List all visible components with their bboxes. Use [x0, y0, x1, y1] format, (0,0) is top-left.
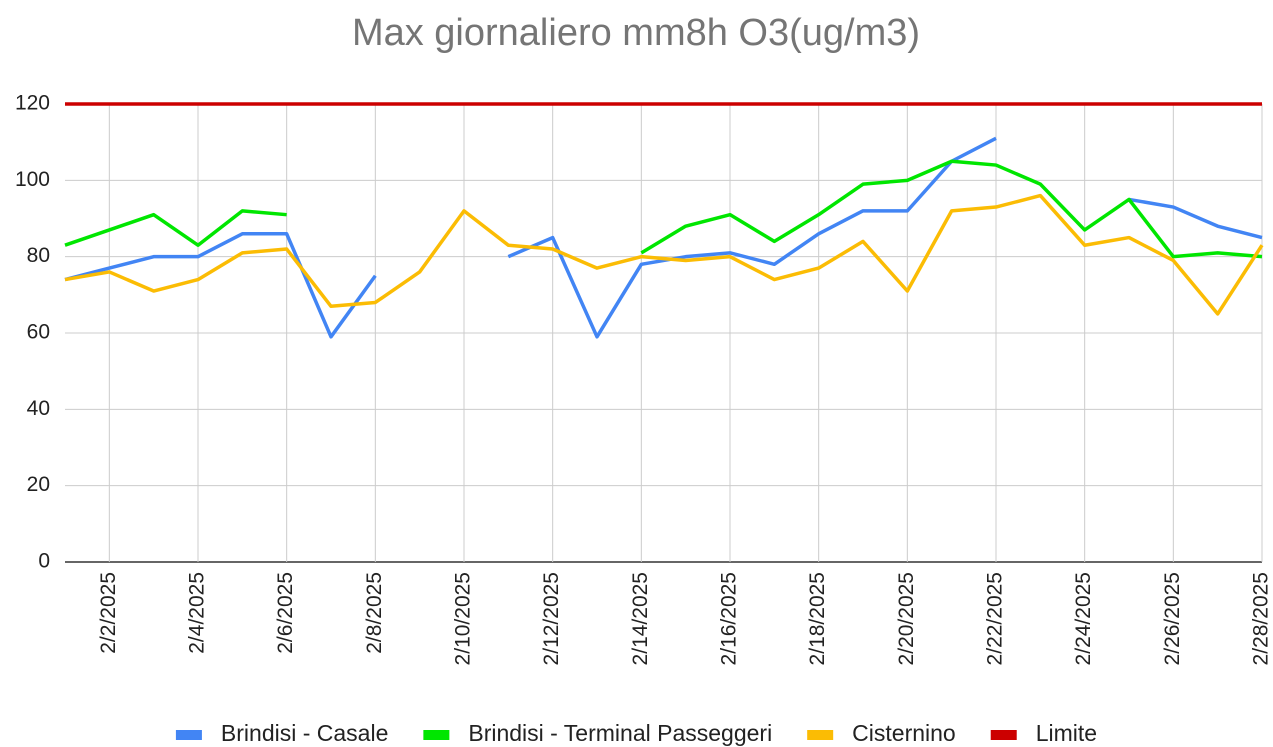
legend-label: Limite	[1036, 720, 1097, 746]
x-tick-label: 2/20/2025	[895, 572, 918, 665]
legend-label: Brindisi - Casale	[221, 720, 388, 746]
legend-swatch	[175, 730, 202, 740]
y-tick-label: 120	[15, 92, 50, 115]
x-tick-label: 2/4/2025	[186, 572, 209, 654]
y-tick-label: 80	[27, 244, 50, 267]
y-tick-label: 100	[15, 168, 50, 191]
x-tick-label: 2/14/2025	[629, 572, 652, 665]
x-tick-label: 2/22/2025	[984, 572, 1007, 665]
grid: 0 20 40 60 80 100 120 2/2/2025 2/4/2025 2/6/2025 2…	[15, 92, 1273, 666]
x-tick-label: 2/12/2025	[540, 572, 563, 665]
y-tick-label: 20	[27, 473, 50, 496]
legend-label: Cisternino	[852, 720, 956, 746]
y-tick-label: 0	[38, 550, 50, 573]
plot	[64, 102, 1264, 339]
y-tick-label: 60	[27, 321, 50, 344]
legend-swatch	[423, 730, 450, 740]
chart-title: Max giornaliero mm8h O3(ug/m3)	[352, 12, 920, 54]
series-line	[64, 193, 1264, 316]
x-tick-label: 2/8/2025	[363, 572, 386, 654]
x-tick-label: 2/24/2025	[1072, 572, 1095, 665]
legend-swatch	[990, 730, 1017, 740]
x-tick-label: 2/6/2025	[274, 572, 297, 654]
legend: Brindisi - Casale Brindisi - Terminal Pas…	[175, 720, 1097, 746]
legend-swatch	[807, 730, 834, 740]
x-tick-label: 2/2/2025	[97, 572, 120, 654]
x-tick-label: 2/10/2025	[452, 572, 475, 665]
x-tick-label: 2/18/2025	[806, 572, 829, 665]
series-line	[64, 136, 1263, 339]
x-tick-label: 2/16/2025	[718, 572, 741, 665]
legend-label: Brindisi - Terminal Passeggeri	[468, 720, 772, 746]
y-tick-label: 40	[27, 397, 50, 420]
x-tick-label: 2/28/2025	[1250, 572, 1273, 665]
series-line	[64, 159, 1263, 259]
x-tick-label: 2/26/2025	[1161, 572, 1184, 665]
